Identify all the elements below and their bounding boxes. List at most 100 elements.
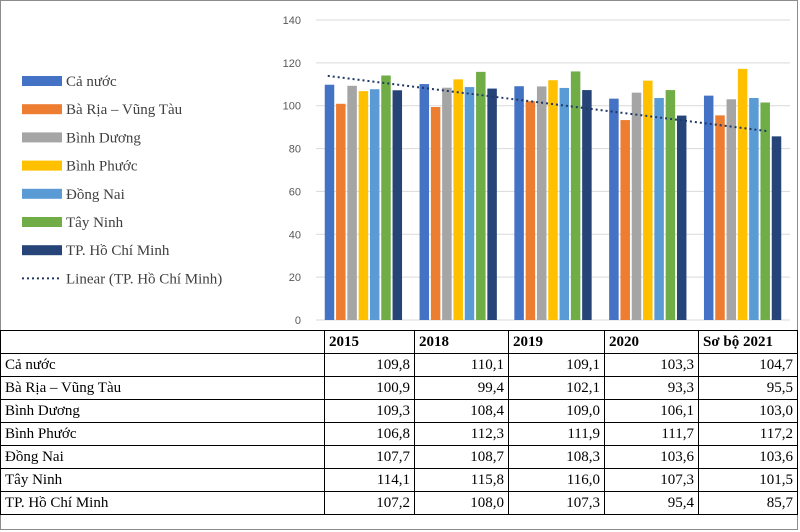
table-row: Bình Phước 106,8 112,3 111,9 111,7 117,2 xyxy=(0,422,798,446)
y-tick-label: 60 xyxy=(289,186,301,198)
table-header-cell xyxy=(0,330,325,354)
value-cell: 107,2 xyxy=(324,491,415,515)
bar xyxy=(726,99,737,321)
bar xyxy=(358,91,369,321)
value-cell: 117,2 xyxy=(698,422,798,446)
table-row: Đồng Nai 107,7 108,7 108,3 103,6 103,6 xyxy=(0,445,798,469)
legend-item: Linear (TP. Hồ Chí Minh) xyxy=(22,271,222,287)
row-label-cell: Bình Dương xyxy=(0,399,325,423)
value-cell: 103,6 xyxy=(604,445,699,469)
bar xyxy=(336,103,346,321)
bar xyxy=(559,87,570,320)
row-label-cell: Bình Phước xyxy=(0,422,325,446)
legend-label: Tây Ninh xyxy=(66,215,124,231)
value-cell: 115,8 xyxy=(414,468,509,492)
legend-swatch xyxy=(22,188,62,199)
bar xyxy=(570,71,581,320)
value-cell: 111,7 xyxy=(604,422,699,446)
table-header-cell: 2019 xyxy=(508,330,605,354)
value-cell: 101,5 xyxy=(698,468,798,492)
bar xyxy=(643,80,653,321)
y-axis-ticks: 0 20 40 60 80 100 120 140 xyxy=(283,15,301,327)
legend-item: Bình Dương xyxy=(22,130,141,146)
value-cell: 95,4 xyxy=(604,491,699,515)
trendline xyxy=(327,74,770,133)
legend-label: Bình Dương xyxy=(66,130,141,146)
table-header-cell: 2015 xyxy=(324,330,415,354)
value-cell: 100,9 xyxy=(324,376,415,400)
legend-swatch xyxy=(22,160,62,171)
bar xyxy=(347,85,357,321)
value-cell: 109,1 xyxy=(508,353,605,377)
value-cell: 85,7 xyxy=(698,491,798,515)
value-cell: 103,0 xyxy=(698,399,798,423)
y-tick-label: 20 xyxy=(289,272,301,284)
value-cell: 114,1 xyxy=(324,468,415,492)
table-header-cell: 2018 xyxy=(414,330,509,354)
value-cell: 109,0 xyxy=(508,399,605,423)
y-tick-label: 40 xyxy=(289,229,301,241)
row-label-cell: Tây Ninh xyxy=(0,468,325,492)
value-cell: 106,8 xyxy=(324,422,415,446)
legend-item: Tây Ninh xyxy=(22,215,124,231)
table-header-row: 2015 2018 2019 2020 Sơ bộ 2021 xyxy=(0,330,798,354)
bar xyxy=(582,90,592,320)
legend-swatch xyxy=(22,132,62,143)
bar xyxy=(654,98,664,320)
value-cell: 108,3 xyxy=(508,445,605,469)
table-row: TP. Hồ Chí Minh 107,2 108,0 107,3 95,4 85,7 xyxy=(0,491,798,515)
bar xyxy=(620,120,630,320)
value-cell: 93,3 xyxy=(604,376,699,400)
trendline-line xyxy=(327,74,770,133)
value-cell: 107,3 xyxy=(604,468,699,492)
legend-swatch xyxy=(22,245,62,256)
bar xyxy=(715,115,725,320)
bar xyxy=(676,115,687,320)
y-tick-label: 0 xyxy=(295,315,301,327)
value-cell: 95,5 xyxy=(698,376,798,400)
value-cell: 106,1 xyxy=(604,399,699,423)
legend-item: Bình Phước xyxy=(22,159,138,175)
row-label-cell: Cả nước xyxy=(0,353,325,377)
value-cell: 107,3 xyxy=(508,491,605,515)
value-cell: 107,7 xyxy=(324,445,415,469)
value-cell: 102,1 xyxy=(508,376,605,400)
value-cell: 108,0 xyxy=(414,491,509,515)
bar xyxy=(453,79,463,320)
bar xyxy=(381,75,391,320)
legend-item: TP. Hồ Chí Minh xyxy=(22,243,170,259)
legend-label: Đồng Nai xyxy=(66,187,125,203)
value-cell: 108,4 xyxy=(414,399,509,423)
y-tick-label: 120 xyxy=(283,58,301,70)
row-label-cell: Bà Rịa – Vũng Tàu xyxy=(0,376,325,400)
legend-item: Đồng Nai xyxy=(22,187,125,203)
value-cell: 103,3 xyxy=(604,353,699,377)
legend: Cả nước Bà Rịa – Vũng Tàu Bình Dương Bình P… xyxy=(22,74,222,287)
legend-label: Bà Rịa – Vũng Tàu xyxy=(66,102,183,118)
bar xyxy=(525,101,536,320)
bar xyxy=(430,107,441,320)
bar xyxy=(703,95,714,321)
bar xyxy=(749,98,759,320)
legend-item: Bà Rịa – Vũng Tàu xyxy=(22,102,183,118)
table-header-cell: Sơ bộ 2021 xyxy=(698,330,798,354)
value-cell: 109,3 xyxy=(324,399,415,423)
table-row: Bà Rịa – Vũng Tàu 100,9 99,4 102,1 93,3 95,5 xyxy=(0,376,798,400)
bar xyxy=(476,71,486,320)
bar xyxy=(369,89,380,320)
legend-swatch xyxy=(22,104,62,115)
bar xyxy=(609,98,619,321)
legend-swatch xyxy=(22,217,62,227)
row-label-cell: TP. Hồ Chí Minh xyxy=(0,491,325,515)
bar xyxy=(737,68,748,320)
y-tick-label: 80 xyxy=(289,144,301,156)
bar xyxy=(760,102,770,320)
bar xyxy=(392,90,403,321)
value-cell: 108,7 xyxy=(414,445,509,469)
legend-label: Cả nước xyxy=(66,74,117,90)
value-cell: 111,9 xyxy=(508,422,605,446)
bar xyxy=(548,80,558,320)
bar xyxy=(487,88,497,320)
value-cell: 110,1 xyxy=(414,353,509,377)
